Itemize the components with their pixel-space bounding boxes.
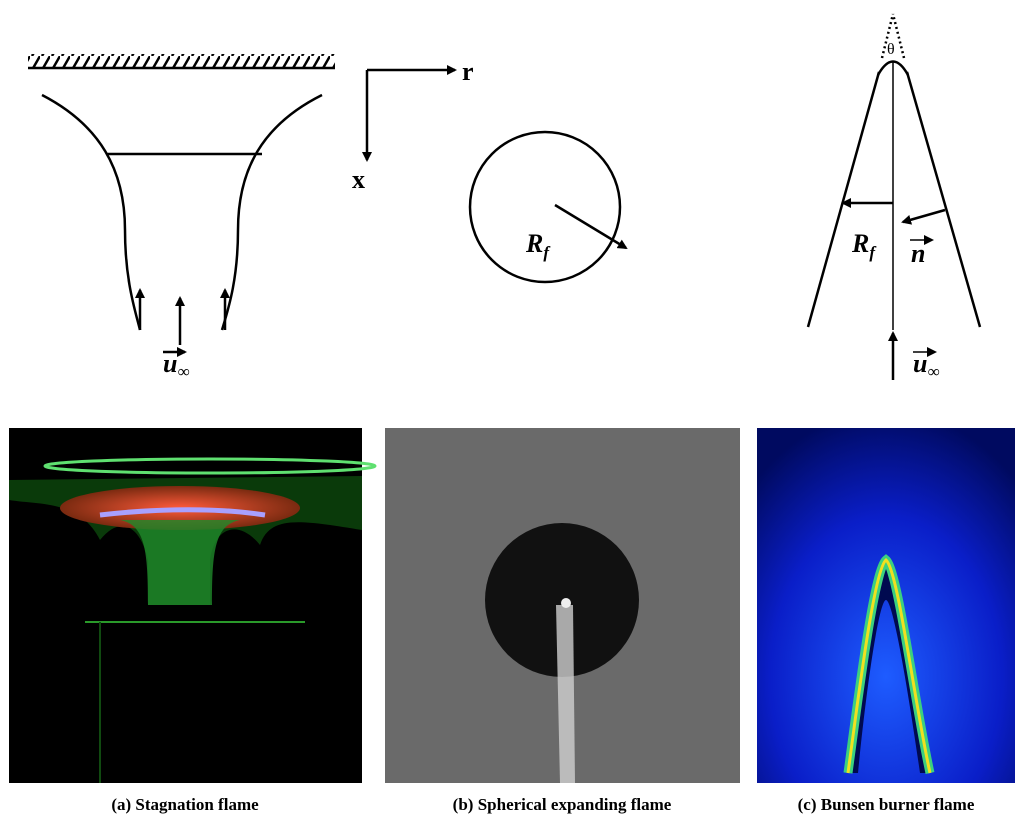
photo-spherical [385, 428, 740, 783]
velocity-label: u∞ [163, 349, 190, 381]
r-label: r [462, 57, 474, 86]
spherical-diagram: Rf [468, 130, 628, 284]
caption: (c) Bunsen burner flame [798, 795, 975, 814]
photo-bunsen [757, 428, 1015, 783]
x-label: x [352, 165, 365, 194]
radius-label: Rf [525, 229, 551, 262]
axes: r x [352, 57, 474, 194]
photo-stagnation [9, 428, 377, 783]
bunsen-diagram: θ Rf n u∞ [806, 13, 982, 381]
caption: (a) Stagnation flame [111, 795, 259, 814]
caption: (b) Spherical expanding flame [453, 795, 672, 814]
radius-label: Rf [851, 229, 877, 262]
normal-label: n [911, 239, 925, 268]
angle-label: θ [887, 41, 895, 58]
stagnation-diagram: u∞ [28, 54, 335, 381]
velocity-label: u∞ [913, 349, 940, 381]
